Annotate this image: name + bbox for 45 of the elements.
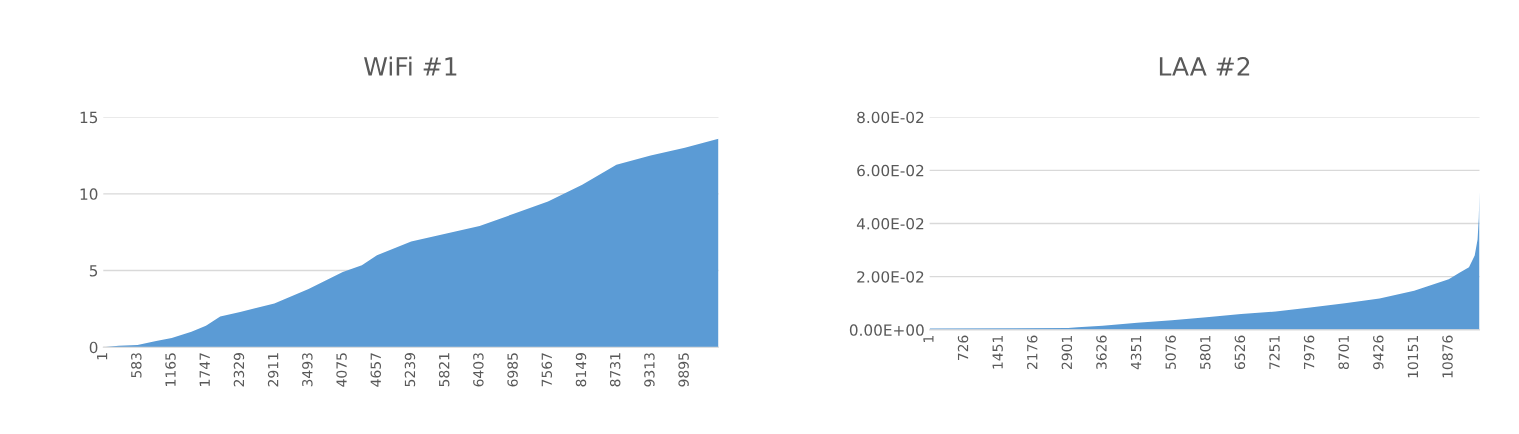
x-tick-label: 6526 xyxy=(1234,335,1246,370)
x-tick-label: 1451 xyxy=(992,335,1003,369)
y-tick-label: 0.00E+00 xyxy=(849,324,924,336)
x-tick-label: 7567 xyxy=(541,353,553,387)
x-tick-label: 726 xyxy=(957,335,969,361)
x-tick-label: 4075 xyxy=(336,353,347,387)
x-tick-label: 2176 xyxy=(1026,335,1038,370)
x-tick-label: 5801 xyxy=(1200,335,1211,369)
x-tick-label: 8701 xyxy=(1338,335,1349,370)
x-tick-label: 8149 xyxy=(575,353,587,387)
x-tick-label: 5239 xyxy=(404,353,416,387)
x-tick-label: 10876 xyxy=(1442,335,1453,378)
x-tick-label: 1 xyxy=(97,353,108,360)
x-tick-label: 2329 xyxy=(233,353,245,387)
x-tick-label: 6403 xyxy=(473,353,484,387)
x-tick-label: 5076 xyxy=(1165,335,1176,369)
x-tick-label: 1 xyxy=(923,335,934,343)
y-tick-label: 2.00E-02 xyxy=(857,271,924,283)
y-tick-label: 10 xyxy=(80,188,98,200)
x-tick-label: 7251 xyxy=(1269,335,1280,369)
y-tick-label: 0 xyxy=(89,341,98,354)
x-tick-label: 3493 xyxy=(302,353,313,387)
x-tick-label: 3626 xyxy=(1096,335,1107,369)
x-tick-label: 9313 xyxy=(644,353,655,387)
x-tick-label: 2901 xyxy=(1061,335,1073,370)
x-tick-label: 6985 xyxy=(507,353,518,387)
x-tick-label: 10151 xyxy=(1407,335,1419,378)
x-tick-label: 1747 xyxy=(199,353,210,386)
y-tick-label: 15 xyxy=(80,111,98,124)
x-tick-label: 2911 xyxy=(267,353,279,387)
y-tick-label: 6.00E-02 xyxy=(857,164,924,177)
x-tick-label: 583 xyxy=(131,353,142,378)
x-tick-label: 7976 xyxy=(1303,335,1315,369)
x-tick-label: 1165 xyxy=(165,353,176,386)
x-tick-label: 9895 xyxy=(678,353,689,387)
x-tick-label: 5821 xyxy=(438,353,450,387)
y-tick-label: 8.00E-02 xyxy=(857,111,924,124)
x-tick-label: 9426 xyxy=(1373,335,1384,370)
y-tick-label: 4.00E-02 xyxy=(856,217,924,230)
x-tick-label: 8731 xyxy=(609,353,621,387)
x-tick-label: 4351 xyxy=(1130,335,1142,370)
x-tick-label: 4657 xyxy=(370,353,382,387)
chart-title: WiFi #1 xyxy=(364,56,457,76)
y-tick-label: 5 xyxy=(89,265,98,277)
chart-title: LAA #2 xyxy=(1159,56,1250,76)
